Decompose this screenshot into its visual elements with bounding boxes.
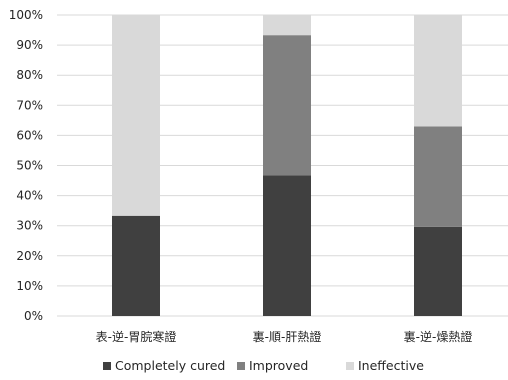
legend-swatch — [237, 362, 245, 370]
y-tick-label: 30% — [16, 219, 43, 233]
y-axis-ticks: 0% 10% 20% 30% 40% 50% 60% 70% 80% 90% 100% — [9, 8, 43, 323]
y-tick-label: 100% — [9, 8, 43, 22]
y-tick-label: 10% — [16, 279, 43, 293]
x-category-label: 裏-順-肝熱證 — [253, 329, 322, 344]
y-tick-label: 80% — [16, 68, 43, 82]
legend-swatch — [103, 362, 111, 370]
bar-segment-improved — [263, 35, 311, 176]
legend-label: Ineffective — [358, 358, 424, 373]
bars — [112, 15, 462, 316]
y-tick-label: 90% — [16, 38, 43, 52]
legend: Completely cured Improved Ineffective — [103, 358, 424, 373]
bar-segment-completely-cured — [112, 215, 160, 316]
bar-segment-completely-cured — [263, 175, 311, 316]
y-tick-label: 0% — [24, 309, 43, 323]
y-tick-label: 20% — [16, 249, 43, 263]
bar-segment-ineffective — [263, 15, 311, 36]
y-tick-label: 50% — [16, 159, 43, 173]
bar-segment-ineffective — [414, 15, 462, 127]
x-category-label: 裏-逆-燥熱證 — [404, 329, 473, 344]
legend-label: Improved — [249, 358, 308, 373]
legend-swatch — [346, 362, 354, 370]
y-tick-label: 40% — [16, 189, 43, 203]
x-axis-categories: 表-逆-胃脘寒證 裏-順-肝熱證 裏-逆-燥熱證 — [96, 329, 473, 344]
bar-segment-completely-cured — [414, 226, 462, 316]
y-tick-label: 70% — [16, 98, 43, 112]
x-category-label: 表-逆-胃脘寒證 — [96, 329, 177, 344]
bar-segment-ineffective — [112, 15, 160, 216]
legend-label: Completely cured — [115, 358, 225, 373]
y-tick-label: 60% — [16, 128, 43, 142]
bar-segment-improved — [414, 126, 462, 227]
